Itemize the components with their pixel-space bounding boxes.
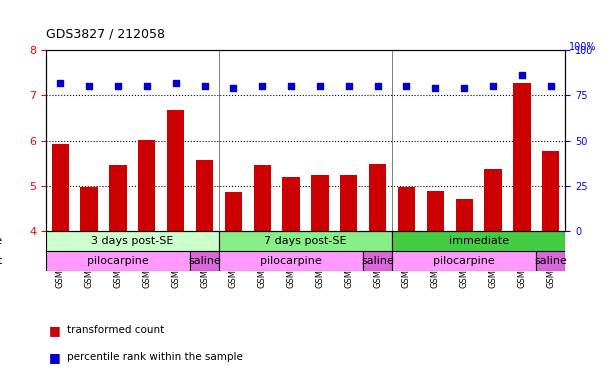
Text: saline: saline [534,256,567,266]
Bar [51,144,69,231]
Bar [225,192,242,231]
Bar [109,165,126,231]
Bar [513,83,530,231]
Bar [46,231,219,251]
Point [546,83,555,89]
Bar [167,110,185,231]
Bar [190,251,219,271]
Text: saline: saline [188,256,221,266]
Text: pilocarpine: pilocarpine [433,256,495,266]
Bar [138,140,155,231]
Text: percentile rank within the sample: percentile rank within the sample [67,352,243,362]
Text: 100%: 100% [569,42,597,52]
Point [200,83,210,89]
Text: agent: agent [0,256,2,266]
Bar [369,164,386,231]
Point [315,83,325,89]
Bar [485,169,502,231]
Text: 7 days post-SE: 7 days post-SE [264,236,347,246]
Text: pilocarpine: pilocarpine [87,256,149,266]
Bar [456,199,473,231]
Point [257,83,267,89]
Bar [542,151,560,231]
Bar [426,191,444,231]
Point [170,79,181,86]
Text: time: time [0,236,2,246]
Bar [340,175,357,231]
Bar [311,175,329,231]
Bar [282,177,300,231]
Bar [536,251,565,271]
Text: ■: ■ [49,324,60,337]
Bar [398,187,415,231]
Bar [219,231,392,251]
Point [459,85,469,91]
Point [373,83,382,89]
Bar [196,160,213,231]
Text: 3 days post-SE: 3 days post-SE [91,236,174,246]
Point [517,72,527,78]
Point [56,79,65,86]
Point [430,85,440,91]
Point [286,83,296,89]
Point [113,83,123,89]
Bar [254,165,271,231]
Point [488,83,498,89]
Bar [81,187,98,231]
Text: transformed count: transformed count [67,325,164,335]
Text: pilocarpine: pilocarpine [260,256,322,266]
Point [401,83,411,89]
Bar [392,231,565,251]
Bar [219,251,363,271]
Bar [363,251,392,271]
Point [142,83,152,89]
Text: ■: ■ [49,351,60,364]
Point [344,83,354,89]
Bar [392,251,536,271]
Text: saline: saline [361,256,394,266]
Text: immediate: immediate [448,236,509,246]
Point [84,83,94,89]
Text: GDS3827 / 212058: GDS3827 / 212058 [46,27,165,40]
Point [229,85,238,91]
Bar [46,251,190,271]
